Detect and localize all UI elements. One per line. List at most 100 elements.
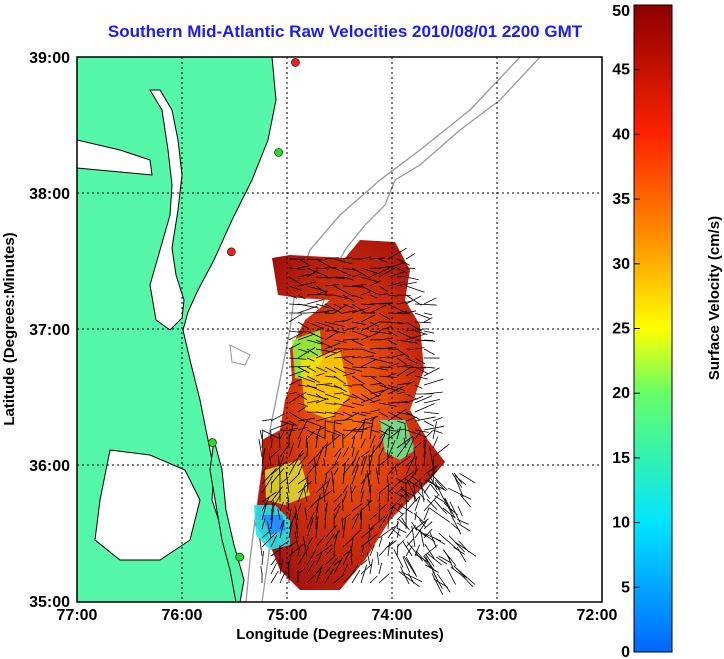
colorbar xyxy=(633,4,673,653)
velocity-vector xyxy=(288,357,307,360)
velocity-vector xyxy=(423,367,440,377)
velocity-vector xyxy=(444,497,456,519)
velocity-vector xyxy=(306,330,324,340)
velocity-vector xyxy=(306,375,320,383)
velocity-vector xyxy=(396,420,406,424)
velocity-vector xyxy=(297,330,307,333)
velocity-vector xyxy=(306,339,323,345)
velocity-vector xyxy=(414,429,429,433)
velocity-vector xyxy=(360,291,371,296)
y-axis-label: Latitude (Degrees:Minutes) xyxy=(1,232,18,425)
velocity-vector xyxy=(261,532,277,548)
velocity-vector xyxy=(396,258,410,266)
velocity-vector xyxy=(360,450,371,458)
velocity-vector xyxy=(297,305,318,314)
velocity-vector xyxy=(387,408,407,422)
plot-frame xyxy=(76,56,603,603)
velocity-vector xyxy=(405,333,427,341)
velocity-vector xyxy=(306,567,323,584)
velocity-vector xyxy=(405,310,417,314)
velocity-vector xyxy=(459,493,472,508)
velocity-vector xyxy=(342,518,346,539)
velocity-vector xyxy=(288,369,306,377)
velocity-vector xyxy=(333,557,343,575)
velocity-vector xyxy=(369,484,372,503)
velocity-vector xyxy=(378,375,397,378)
velocity-vector xyxy=(342,384,353,387)
velocity-vector xyxy=(342,276,354,281)
velocity-vector xyxy=(315,493,321,512)
velocity-vector xyxy=(378,337,393,341)
velocity-vector xyxy=(324,478,331,494)
velocity-vector xyxy=(324,525,337,539)
velocity-vector xyxy=(315,398,329,404)
x-tick-label: 73:00 xyxy=(477,607,518,624)
velocity-vector xyxy=(405,395,424,404)
y-ticks: 39:00 38:00 37:00 36:00 35:00 xyxy=(29,50,70,611)
velocity-vector xyxy=(333,294,349,300)
velocity-vector xyxy=(306,393,329,400)
velocity-vector xyxy=(315,553,323,566)
velocity-vector xyxy=(423,430,434,440)
velocity-vector xyxy=(392,528,401,537)
velocity-vector xyxy=(270,562,277,575)
velocity-vector xyxy=(401,571,423,583)
velocity-vector xyxy=(342,426,358,440)
velocity-vector xyxy=(315,327,324,332)
colorbar-label: Surface Velocity (cm/s) xyxy=(706,216,723,380)
velocity-vector xyxy=(270,486,283,503)
velocity-vector xyxy=(360,490,364,503)
velocity-vector xyxy=(333,559,342,566)
velocity-vector xyxy=(324,312,335,315)
velocity-vector xyxy=(396,520,399,530)
velocity-vector xyxy=(432,466,435,485)
velocity-vector xyxy=(360,276,380,283)
velocity-vector xyxy=(378,265,393,269)
velocity-vector xyxy=(405,429,427,438)
velocity-vector xyxy=(406,541,423,562)
velocity-vector xyxy=(306,456,316,467)
velocity-vector xyxy=(387,362,400,368)
velocity-vector xyxy=(315,290,326,296)
velocity-vector xyxy=(351,537,354,548)
velocity-vector xyxy=(297,333,315,341)
velocity-vector xyxy=(414,321,431,324)
colorbar-tick-label: 15 xyxy=(612,450,630,467)
velocity-vector xyxy=(315,432,319,449)
velocity-vector xyxy=(360,384,380,398)
velocity-vector xyxy=(288,473,301,485)
velocity-vector xyxy=(279,519,285,539)
station-marker xyxy=(208,438,217,447)
velocity-vector xyxy=(434,495,448,505)
velocity-vector xyxy=(306,464,317,476)
velocity-vector xyxy=(288,392,298,395)
velocity-vector xyxy=(405,295,422,305)
velocity-vector xyxy=(414,357,426,365)
velocity-vector xyxy=(351,529,362,539)
velocity-vector xyxy=(297,402,309,407)
y-tick-label: 35:00 xyxy=(29,594,70,611)
velocity-vector xyxy=(369,399,381,404)
velocity-vector xyxy=(261,429,264,449)
velocity-vector xyxy=(288,427,299,431)
velocity-vector xyxy=(314,475,317,485)
station-marker xyxy=(235,552,245,562)
velocity-vector xyxy=(315,276,331,279)
velocity-vector xyxy=(369,257,385,260)
velocity-vector xyxy=(395,502,413,514)
velocity-vector xyxy=(297,417,316,422)
velocity-vector xyxy=(378,429,389,436)
velocity-vector xyxy=(396,391,406,395)
velocity-vector xyxy=(415,550,431,568)
velocity-vector xyxy=(396,426,401,440)
velocity-vector xyxy=(324,321,346,328)
velocity-vector xyxy=(459,473,476,484)
velocity-vector xyxy=(258,438,263,458)
velocity-vector xyxy=(306,321,324,329)
velocity-vector xyxy=(360,267,381,275)
velocity-vector xyxy=(315,285,328,294)
velocity-vector xyxy=(297,321,310,330)
velocity-vector xyxy=(297,406,307,413)
velocity-vector xyxy=(270,438,273,449)
velocity-vector xyxy=(432,436,439,449)
